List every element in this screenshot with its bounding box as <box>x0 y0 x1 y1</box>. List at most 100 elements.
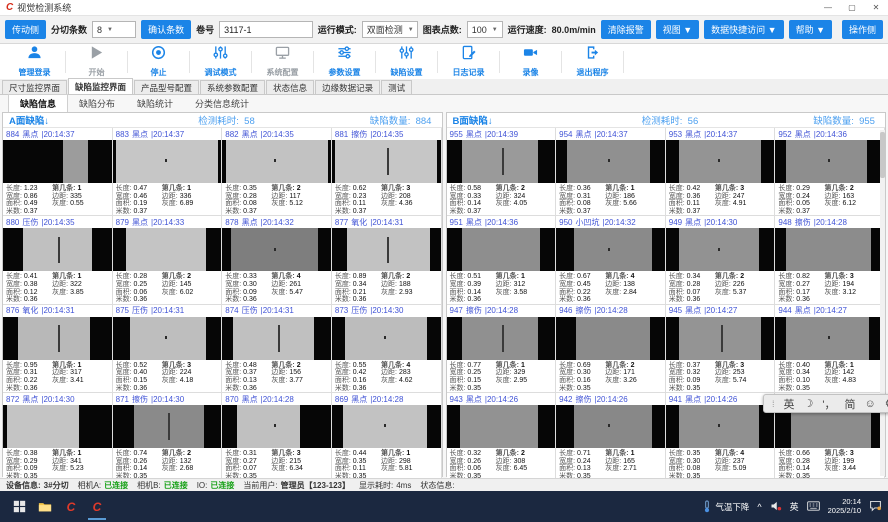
ime-punctuation[interactable]: '， <box>822 396 835 412</box>
defect-cell[interactable]: 945 黑点 |20:14:27 长度: 0.37宽度: 0.32面积: 0.0… <box>666 305 776 393</box>
exit-program-button[interactable]: 退出程序 <box>562 45 623 78</box>
stat-area: 面积: 0.14 <box>116 465 162 473</box>
scrollbar[interactable] <box>880 130 885 476</box>
log-record-button[interactable]: 日志记录 <box>438 45 499 78</box>
clock[interactable]: 20:14 2025/2/10 <box>828 498 861 515</box>
defect-cell[interactable]: 884 黑点 |20:14:37 长度: 1.23宽度: 0.86面积: 0.4… <box>3 128 113 216</box>
start-button[interactable]: 开始 <box>66 45 127 78</box>
slit-count-value: 8 <box>97 25 102 35</box>
debug-mode-button[interactable]: 调试模式 <box>190 45 251 78</box>
defect-cell[interactable]: 941 黑点 |20:14:26 长度: 0.35宽度: 0.30面积: 0.0… <box>666 393 776 481</box>
defect-settings-button[interactable]: 缺陷设置 <box>376 45 437 78</box>
stop-button[interactable]: 停止 <box>128 45 189 78</box>
slit-count-select[interactable]: 8 ▼ <box>92 21 136 38</box>
ime-emoji-icon[interactable]: ☺ <box>865 398 876 410</box>
ime-language-indicator[interactable]: 英 <box>790 500 799 513</box>
drag-handle-icon[interactable]: ⁞ <box>772 399 775 409</box>
operator-side-button[interactable]: 操作侧 <box>842 20 883 39</box>
main-tab-4[interactable]: 状态信息 <box>266 80 314 94</box>
notification-center-icon[interactable] <box>869 499 882 514</box>
defect-type: 黑点 <box>466 217 482 228</box>
defect-mark <box>274 248 276 251</box>
defect-id: 871 <box>116 395 129 404</box>
confirm-count-button[interactable]: 确认条数 <box>141 20 191 39</box>
quick-access-menu-button[interactable]: 数据快捷访问 ▼ <box>704 20 783 39</box>
view-menu-button[interactable]: 视图 ▼ <box>656 20 699 39</box>
help-menu-button[interactable]: 帮助 ▼ <box>789 20 832 39</box>
scrollbar-thumb[interactable] <box>880 132 885 178</box>
defect-cell[interactable]: 947 擦伤 |20:14:28 长度: 0.77宽度: 0.25面积: 0.1… <box>447 305 557 393</box>
defect-cell[interactable]: 878 黑点 |20:14:32 长度: 0.33宽度: 0.30面积: 0.0… <box>222 216 332 304</box>
stat-gray: 灰度: 4.05 <box>496 200 552 208</box>
stat-area: 面积: 0.06 <box>450 465 496 473</box>
defect-cell[interactable]: 877 氧化 |20:14:31 长度: 0.89宽度: 0.34面积: 0.2… <box>332 216 442 304</box>
stat-length: 长度: 0.31 <box>225 450 271 458</box>
defect-cell[interactable]: 873 压伤 |20:14:30 长度: 0.55宽度: 0.42面积: 0.1… <box>332 305 442 393</box>
ime-simplified[interactable]: 简 <box>845 396 856 412</box>
main-tab-6[interactable]: 测试 <box>381 80 412 94</box>
app-icon-inspection[interactable]: C <box>58 494 84 520</box>
defect-cell[interactable]: 946 擦伤 |20:14:28 长度: 0.69宽度: 0.30面积: 0.1… <box>556 305 666 393</box>
defect-cell[interactable]: 882 黑点 |20:14:35 长度: 0.35宽度: 0.28面积: 0.0… <box>222 128 332 216</box>
main-tab-0[interactable]: 尺寸监控界面 <box>2 80 67 94</box>
clear-alarm-button[interactable]: 清除报警 <box>601 20 651 39</box>
defect-cell[interactable]: 874 压伤 |20:14:31 长度: 0.48宽度: 0.37面积: 0.1… <box>222 305 332 393</box>
defect-cell[interactable]: 954 黑点 |20:14:37 长度: 0.36宽度: 0.31面积: 0.0… <box>556 128 666 216</box>
defect-cell[interactable]: 872 黑点 |20:14:30 长度: 0.38宽度: 0.29面积: 0.0… <box>3 393 113 481</box>
sub-tab-1[interactable]: 缺陷分布 <box>68 95 126 112</box>
defect-cell[interactable]: 955 黑点 |20:14:39 长度: 0.58宽度: 0.33面积: 0.1… <box>447 128 557 216</box>
minimize-icon[interactable]: — <box>816 0 840 15</box>
volume-muted-icon[interactable] <box>770 500 782 514</box>
defect-stats-left: 长度: 0.55宽度: 0.42面积: 0.16米数: 0.36 <box>335 362 381 392</box>
ime-halfwidth-moon-icon[interactable]: ☽ <box>804 397 814 410</box>
roll-number-input[interactable]: 3117-1 <box>219 21 313 38</box>
main-tab-3[interactable]: 系统参数配置 <box>200 80 265 94</box>
main-tab-5[interactable]: 边缘数据记录 <box>315 80 380 94</box>
defect-cell[interactable]: 952 黑点 |20:14:36 长度: 0.29宽度: 0.24面积: 0.0… <box>775 128 885 216</box>
main-tab-1[interactable]: 缺陷监控界面 <box>68 78 133 94</box>
defect-cell-header: 870 黑点 |20:14:28 <box>222 393 331 405</box>
file-explorer-button[interactable] <box>32 494 58 520</box>
defect-cell[interactable]: 880 压伤 |20:14:35 长度: 0.41宽度: 0.38面积: 0.1… <box>3 216 113 304</box>
run-mode-label: 运行模式: <box>318 23 357 36</box>
defect-cell[interactable]: 942 擦伤 |20:14:26 长度: 0.71宽度: 0.24面积: 0.1… <box>556 393 666 481</box>
login-button[interactable]: 管理登录 <box>4 45 65 78</box>
drive-side-button[interactable]: 传动侧 <box>5 20 46 39</box>
defect-cell[interactable]: 948 擦伤 |20:14:28 长度: 0.82宽度: 0.27面积: 0.1… <box>775 216 885 304</box>
defect-cell[interactable]: 875 压伤 |20:14:31 长度: 0.52宽度: 0.40面积: 0.1… <box>113 305 223 393</box>
maximize-icon[interactable]: ▢ <box>840 0 864 15</box>
defect-cell[interactable]: 949 黑点 |20:14:30 长度: 0.34宽度: 0.28面积: 0.0… <box>666 216 776 304</box>
chart-points-select[interactable]: 100 ▼ <box>467 21 503 38</box>
start-button[interactable] <box>6 494 32 520</box>
defect-cell[interactable]: 951 黑点 |20:14:36 长度: 0.51宽度: 0.39面积: 0.1… <box>447 216 557 304</box>
defect-cell[interactable]: 869 黑点 |20:14:28 长度: 0.44宽度: 0.35面积: 0.1… <box>332 393 442 481</box>
close-icon[interactable]: ✕ <box>864 0 888 15</box>
tray-expand-icon[interactable]: ^ <box>757 502 761 512</box>
app-icon-inspection-active[interactable]: C <box>84 494 110 520</box>
ime-mode-en[interactable]: 英 <box>784 396 795 412</box>
defect-cell[interactable]: 881 擦伤 |20:14:35 长度: 0.62宽度: 0.23面积: 0.1… <box>332 128 442 216</box>
defect-cell[interactable]: 943 黑点 |20:14:26 长度: 0.32宽度: 0.26面积: 0.0… <box>447 393 557 481</box>
defect-cell[interactable]: 953 黑点 |20:14:37 长度: 0.42宽度: 0.36面积: 0.1… <box>666 128 776 216</box>
speed-value: 80.0m/min <box>552 25 596 35</box>
defect-cell[interactable]: 876 氧化 |20:14:31 长度: 0.95宽度: 0.31面积: 0.2… <box>3 305 113 393</box>
run-mode-select[interactable]: 双面检测 ▼ <box>362 21 418 38</box>
system-config-button[interactable]: 系统配置 <box>252 45 313 78</box>
sub-tab-0[interactable]: 缺陷信息 <box>8 94 68 112</box>
stat-width: 宽度: 0.38 <box>6 281 52 289</box>
defect-cell[interactable]: 871 擦伤 |20:14:30 长度: 0.74宽度: 0.26面积: 0.1… <box>113 393 223 481</box>
sub-tab-2[interactable]: 缺陷统计 <box>126 95 184 112</box>
main-tab-2[interactable]: 产品型号配置 <box>134 80 199 94</box>
stat-width: 宽度: 0.32 <box>669 369 715 377</box>
param-settings-button[interactable]: 参数设置 <box>314 45 375 78</box>
defect-cell[interactable]: 944 黑点 |20:14:27 长度: 0.40宽度: 0.34面积: 0.1… <box>775 305 885 393</box>
defect-cell[interactable]: 870 黑点 |20:14:28 长度: 0.31宽度: 0.27面积: 0.0… <box>222 393 332 481</box>
weather-widget[interactable]: 气温下降 <box>703 500 749 513</box>
defect-cell[interactable]: 883 黑点 |20:14:37 长度: 0.47宽度: 0.46面积: 0.1… <box>113 128 223 216</box>
record-video-button[interactable]: 录像 <box>500 45 561 78</box>
taskbar-tray: 气温下降 ^ 英 20:14 2025/2/10 <box>703 498 882 515</box>
defect-cell[interactable]: 950 小凹坑 |20:14:32 长度: 0.67宽度: 0.45面积: 0.… <box>556 216 666 304</box>
defect-cell[interactable]: 879 黑点 |20:14:33 长度: 0.28宽度: 0.25面积: 0.0… <box>113 216 223 304</box>
sub-tab-3[interactable]: 分类信息统计 <box>184 95 260 112</box>
touch-keyboard-icon[interactable] <box>807 501 820 513</box>
